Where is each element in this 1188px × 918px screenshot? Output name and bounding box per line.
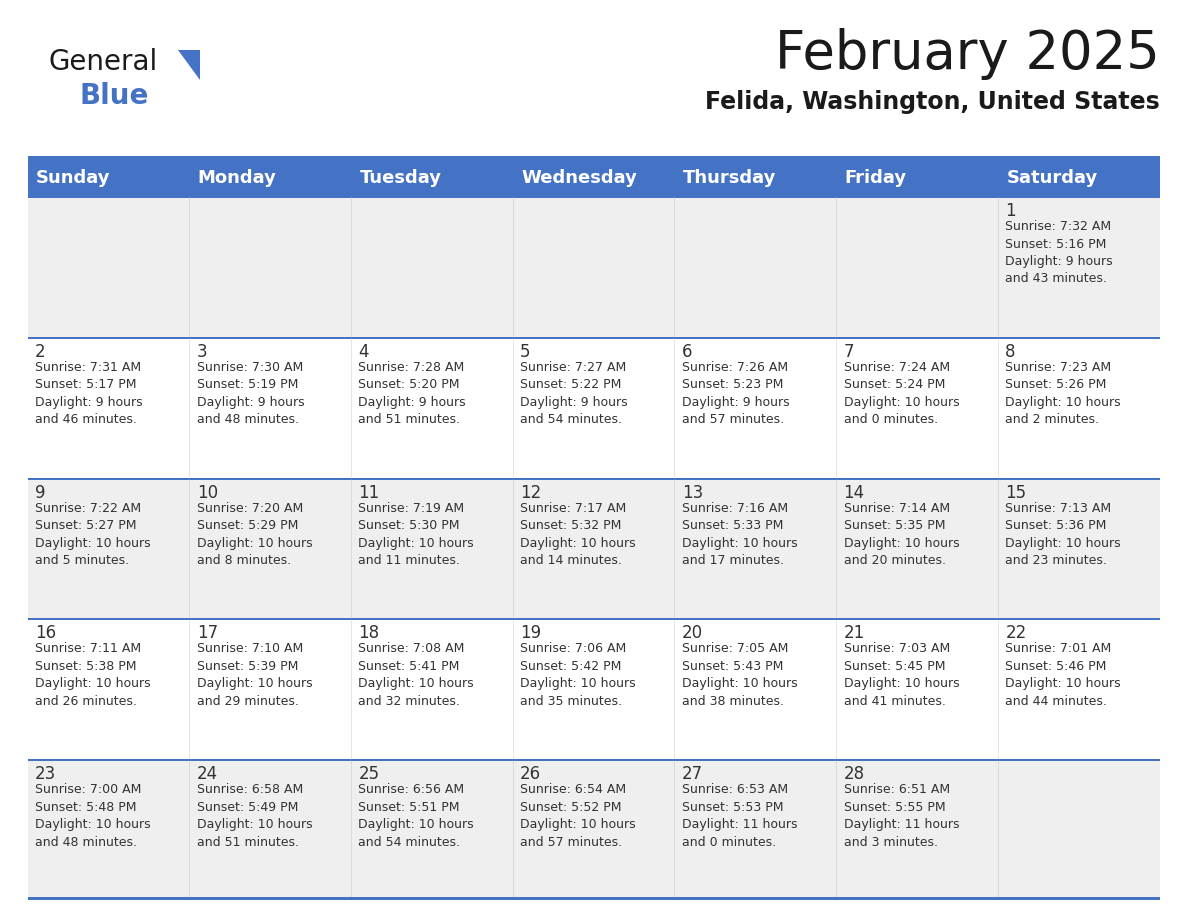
Text: Felida, Washington, United States: Felida, Washington, United States — [706, 90, 1159, 114]
Text: Blue: Blue — [80, 82, 150, 110]
Text: February 2025: February 2025 — [776, 28, 1159, 80]
Text: Sunrise: 7:06 AM
Sunset: 5:42 PM
Daylight: 10 hours
and 35 minutes.: Sunrise: 7:06 AM Sunset: 5:42 PM Dayligh… — [520, 643, 636, 708]
Text: 12: 12 — [520, 484, 542, 501]
Text: 26: 26 — [520, 766, 542, 783]
Text: 16: 16 — [34, 624, 56, 643]
Text: 24: 24 — [197, 766, 217, 783]
Text: Sunrise: 7:01 AM
Sunset: 5:46 PM
Daylight: 10 hours
and 44 minutes.: Sunrise: 7:01 AM Sunset: 5:46 PM Dayligh… — [1005, 643, 1121, 708]
Text: 3: 3 — [197, 342, 208, 361]
Text: 22: 22 — [1005, 624, 1026, 643]
Bar — [29, 619, 1159, 621]
Text: 14: 14 — [843, 484, 865, 501]
Text: Sunrise: 7:03 AM
Sunset: 5:45 PM
Daylight: 10 hours
and 41 minutes.: Sunrise: 7:03 AM Sunset: 5:45 PM Dayligh… — [843, 643, 959, 708]
Text: General: General — [48, 48, 157, 76]
Text: 10: 10 — [197, 484, 217, 501]
Text: Sunrise: 7:27 AM
Sunset: 5:22 PM
Daylight: 9 hours
and 54 minutes.: Sunrise: 7:27 AM Sunset: 5:22 PM Dayligh… — [520, 361, 627, 426]
Bar — [29, 196, 1159, 198]
Text: 17: 17 — [197, 624, 217, 643]
Text: 20: 20 — [682, 624, 703, 643]
Text: Sunrise: 7:19 AM
Sunset: 5:30 PM
Daylight: 10 hours
and 11 minutes.: Sunrise: 7:19 AM Sunset: 5:30 PM Dayligh… — [359, 501, 474, 567]
Text: Sunrise: 7:16 AM
Sunset: 5:33 PM
Daylight: 10 hours
and 17 minutes.: Sunrise: 7:16 AM Sunset: 5:33 PM Dayligh… — [682, 501, 797, 567]
Text: 11: 11 — [359, 484, 380, 501]
Text: Saturday: Saturday — [1006, 169, 1098, 187]
Bar — [29, 337, 1159, 339]
Text: 28: 28 — [843, 766, 865, 783]
Text: Sunrise: 7:10 AM
Sunset: 5:39 PM
Daylight: 10 hours
and 29 minutes.: Sunrise: 7:10 AM Sunset: 5:39 PM Dayligh… — [197, 643, 312, 708]
Text: Sunrise: 7:30 AM
Sunset: 5:19 PM
Daylight: 9 hours
and 48 minutes.: Sunrise: 7:30 AM Sunset: 5:19 PM Dayligh… — [197, 361, 304, 426]
Text: 15: 15 — [1005, 484, 1026, 501]
Text: Thursday: Thursday — [683, 169, 776, 187]
Text: 13: 13 — [682, 484, 703, 501]
Text: 23: 23 — [34, 766, 56, 783]
Text: 1: 1 — [1005, 202, 1016, 220]
Text: Sunrise: 6:51 AM
Sunset: 5:55 PM
Daylight: 11 hours
and 3 minutes.: Sunrise: 6:51 AM Sunset: 5:55 PM Dayligh… — [843, 783, 959, 849]
Text: Sunrise: 7:31 AM
Sunset: 5:17 PM
Daylight: 9 hours
and 46 minutes.: Sunrise: 7:31 AM Sunset: 5:17 PM Dayligh… — [34, 361, 143, 426]
Text: Sunrise: 7:28 AM
Sunset: 5:20 PM
Daylight: 9 hours
and 51 minutes.: Sunrise: 7:28 AM Sunset: 5:20 PM Dayligh… — [359, 361, 466, 426]
Text: Sunrise: 7:11 AM
Sunset: 5:38 PM
Daylight: 10 hours
and 26 minutes.: Sunrise: 7:11 AM Sunset: 5:38 PM Dayligh… — [34, 643, 151, 708]
Bar — [29, 759, 1159, 761]
Text: 6: 6 — [682, 342, 693, 361]
Text: 19: 19 — [520, 624, 542, 643]
Text: 4: 4 — [359, 342, 369, 361]
Text: Sunrise: 7:20 AM
Sunset: 5:29 PM
Daylight: 10 hours
and 8 minutes.: Sunrise: 7:20 AM Sunset: 5:29 PM Dayligh… — [197, 501, 312, 567]
Text: 25: 25 — [359, 766, 379, 783]
Bar — [29, 477, 1159, 479]
Text: Sunrise: 7:32 AM
Sunset: 5:16 PM
Daylight: 9 hours
and 43 minutes.: Sunrise: 7:32 AM Sunset: 5:16 PM Dayligh… — [1005, 220, 1113, 285]
Text: Sunrise: 7:00 AM
Sunset: 5:48 PM
Daylight: 10 hours
and 48 minutes.: Sunrise: 7:00 AM Sunset: 5:48 PM Dayligh… — [34, 783, 151, 849]
Text: Wednesday: Wednesday — [522, 169, 637, 187]
Text: 18: 18 — [359, 624, 379, 643]
Text: Monday: Monday — [197, 169, 277, 187]
Text: Sunrise: 6:58 AM
Sunset: 5:49 PM
Daylight: 10 hours
and 51 minutes.: Sunrise: 6:58 AM Sunset: 5:49 PM Dayligh… — [197, 783, 312, 849]
Text: Sunrise: 7:17 AM
Sunset: 5:32 PM
Daylight: 10 hours
and 14 minutes.: Sunrise: 7:17 AM Sunset: 5:32 PM Dayligh… — [520, 501, 636, 567]
Text: 5: 5 — [520, 342, 531, 361]
Polygon shape — [178, 50, 200, 80]
Text: Sunrise: 6:53 AM
Sunset: 5:53 PM
Daylight: 11 hours
and 0 minutes.: Sunrise: 6:53 AM Sunset: 5:53 PM Dayligh… — [682, 783, 797, 849]
Text: Sunrise: 7:05 AM
Sunset: 5:43 PM
Daylight: 10 hours
and 38 minutes.: Sunrise: 7:05 AM Sunset: 5:43 PM Dayligh… — [682, 643, 797, 708]
Text: Sunrise: 7:14 AM
Sunset: 5:35 PM
Daylight: 10 hours
and 20 minutes.: Sunrise: 7:14 AM Sunset: 5:35 PM Dayligh… — [843, 501, 959, 567]
Text: Tuesday: Tuesday — [360, 169, 442, 187]
Text: Sunrise: 6:56 AM
Sunset: 5:51 PM
Daylight: 10 hours
and 54 minutes.: Sunrise: 6:56 AM Sunset: 5:51 PM Dayligh… — [359, 783, 474, 849]
Text: Sunrise: 7:26 AM
Sunset: 5:23 PM
Daylight: 9 hours
and 57 minutes.: Sunrise: 7:26 AM Sunset: 5:23 PM Dayligh… — [682, 361, 790, 426]
Text: Sunrise: 7:13 AM
Sunset: 5:36 PM
Daylight: 10 hours
and 23 minutes.: Sunrise: 7:13 AM Sunset: 5:36 PM Dayligh… — [1005, 501, 1121, 567]
Text: Sunrise: 7:23 AM
Sunset: 5:26 PM
Daylight: 10 hours
and 2 minutes.: Sunrise: 7:23 AM Sunset: 5:26 PM Dayligh… — [1005, 361, 1121, 426]
Text: Sunrise: 7:22 AM
Sunset: 5:27 PM
Daylight: 10 hours
and 5 minutes.: Sunrise: 7:22 AM Sunset: 5:27 PM Dayligh… — [34, 501, 151, 567]
Text: 27: 27 — [682, 766, 703, 783]
Text: Sunrise: 7:24 AM
Sunset: 5:24 PM
Daylight: 10 hours
and 0 minutes.: Sunrise: 7:24 AM Sunset: 5:24 PM Dayligh… — [843, 361, 959, 426]
Bar — [29, 156, 1159, 160]
Text: Sunday: Sunday — [36, 169, 110, 187]
Text: Friday: Friday — [845, 169, 906, 187]
Text: Sunrise: 7:08 AM
Sunset: 5:41 PM
Daylight: 10 hours
and 32 minutes.: Sunrise: 7:08 AM Sunset: 5:41 PM Dayligh… — [359, 643, 474, 708]
Text: 7: 7 — [843, 342, 854, 361]
Text: 21: 21 — [843, 624, 865, 643]
Text: 8: 8 — [1005, 342, 1016, 361]
Text: 2: 2 — [34, 342, 45, 361]
Text: Sunrise: 6:54 AM
Sunset: 5:52 PM
Daylight: 10 hours
and 57 minutes.: Sunrise: 6:54 AM Sunset: 5:52 PM Dayligh… — [520, 783, 636, 849]
Text: 9: 9 — [34, 484, 45, 501]
